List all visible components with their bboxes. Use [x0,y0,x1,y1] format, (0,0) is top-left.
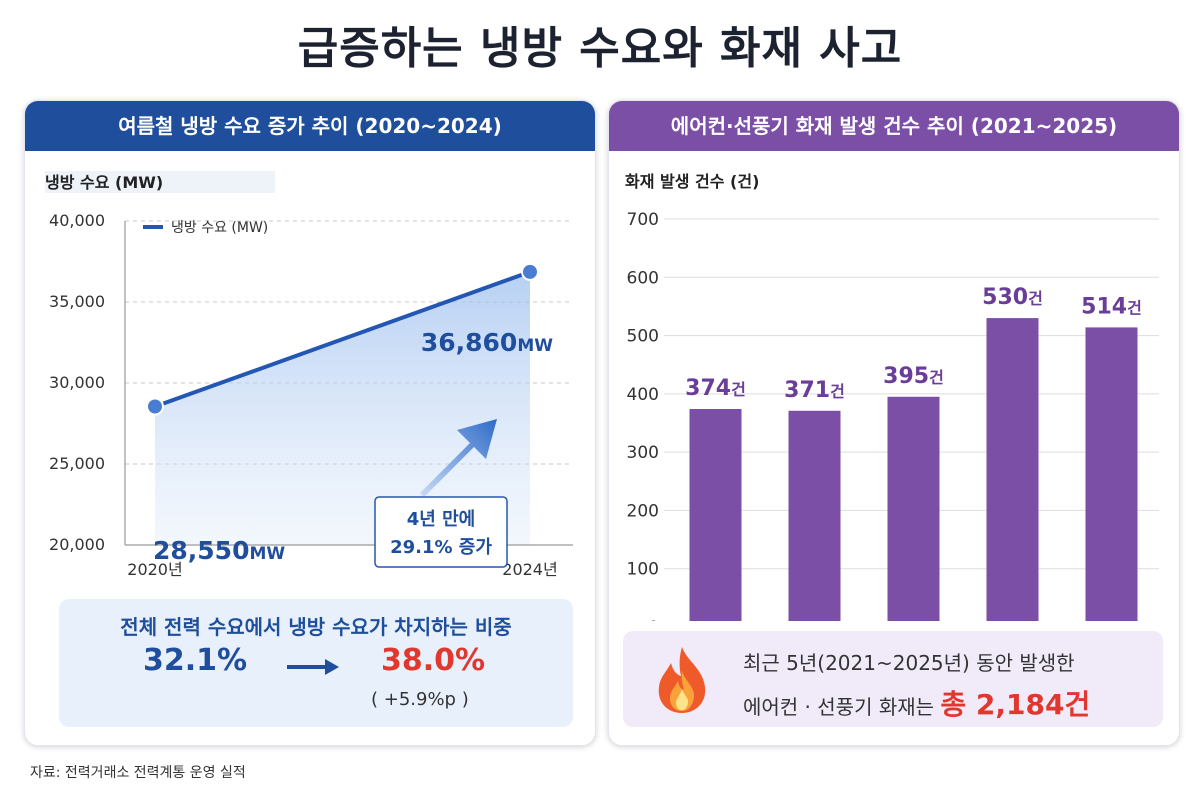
bar [1085,327,1138,621]
page-title: 급증하는 냉방 수요와 화재 사고 [297,23,903,74]
data-point [521,262,539,281]
callout-line2: 29.1% 증가 [390,537,492,558]
y-tick-label: 700 [627,210,659,230]
growth-callout [374,496,508,568]
fire-summary-text: 에어컨 · 선풍기 화재는 [743,695,941,719]
fire-summary-box: 최근 5년(2021~2025년) 동안 발생한 에어컨 · 선풍기 화재는 총… [623,631,1163,727]
share-title: 전체 전력 수요에서 냉방 수요가 차지하는 비중 [120,615,512,639]
demand-panel: 여름철 냉방 수요 증가 추이 (2020~2024) 냉방 수요 (MW) 2… [24,100,596,746]
y-tick-label: 400 [627,385,659,405]
y-axis-title: 냉방 수요 (MW) [45,173,163,192]
demand-line-chart: 냉방 수요 (MW) 20,000 25,000 30,000 35,000 40,00… [45,171,573,579]
fire-y-axis-title: 화재 발생 건수 (건) [625,172,759,191]
y-tick-label: 600 [627,268,659,288]
y-tick-label: 30,000 [49,373,105,392]
bar-value-label: 371건 [784,378,845,403]
start-value-label: 28,550MW [153,536,285,565]
bar [689,409,742,621]
fire-bar-chart: 화재 발생 건수 (건) 0100200300400500600700 374건… [625,172,1159,621]
y-tick-label: 0 [648,618,659,621]
x-tick-label: 2020년 [127,560,182,579]
end-value-label: 36,860MW [421,328,553,357]
trend-arrow-icon [420,419,497,497]
y-tick-label: 300 [627,443,659,463]
arrow-right-icon [287,659,339,675]
y-tick-label: 40,000 [49,211,105,230]
share-after: 38.0% [381,643,486,678]
y-tick-label: 35,000 [49,292,105,311]
callout-line1: 4년 만에 [407,509,475,530]
bar-value: 514 [1081,294,1127,319]
bar-value: 371 [784,378,830,403]
fire-panel: 에어컨·선풍기 화재 발생 건수 추이 (2021~2025) 화재 발생 건수… [608,100,1180,746]
share-before: 32.1% [143,643,248,678]
share-change: ( +5.9%p ) [371,689,469,710]
bar-unit: 건 [1028,289,1043,308]
fire-summary-line1: 최근 5년(2021~2025년) 동안 발생한 [743,651,1075,675]
bar-value: 374 [685,376,731,401]
bar-value-label: 374건 [685,376,746,401]
bar-value-label: 514건 [1081,294,1142,319]
share-box: 전체 전력 수요에서 냉방 수요가 차지하는 비중 32.1% 38.0% ( … [59,599,573,727]
start-value: 28,550 [153,536,249,565]
bar-unit: 건 [1127,298,1142,317]
y-axis-title-bg [45,171,275,193]
fire-summary-total: 총 2,184건 [940,688,1091,721]
bar-value: 530 [982,285,1028,310]
y-tick-label: 100 [627,560,659,580]
fire-panel-header: 에어컨·선풍기 화재 발생 건수 추이 (2021~2025) [609,101,1179,151]
bar-value-label: 530건 [982,285,1043,310]
bar [986,318,1039,621]
bar-unit: 건 [731,380,746,399]
y-tick-label: 200 [627,501,659,521]
fire-summary-line2: 에어컨 · 선풍기 화재는 총 2,184건 [743,683,1090,723]
y-tick-label: 20,000 [49,535,105,554]
bar-unit: 건 [830,382,845,401]
legend-label: 냉방 수요 (MW) [171,220,268,236]
end-unit: MW [517,336,553,356]
x-tick-label: 2024년 [502,560,557,579]
y-tick-label: 25,000 [49,454,105,473]
y-tick-label: 500 [627,327,659,347]
start-unit: MW [249,544,285,564]
demand-panel-header: 여름철 냉방 수요 증가 추이 (2020~2024) [25,101,595,151]
fire-icon [658,647,706,713]
demand-line [154,269,531,409]
source-note: 자료: 전력거래소 전력계통 운영 실적 [30,765,246,781]
demand-area [155,271,530,545]
bar-value: 395 [883,364,929,389]
end-value: 36,860 [421,328,517,357]
bar [887,396,940,621]
bar-value-label: 395건 [883,364,944,389]
data-point [146,397,164,416]
bar-unit: 건 [929,368,944,387]
bar [788,410,841,621]
